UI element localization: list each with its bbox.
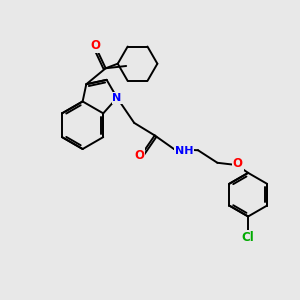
- Text: N: N: [112, 93, 122, 103]
- Text: O: O: [233, 157, 243, 169]
- Text: NH: NH: [175, 146, 194, 156]
- Text: O: O: [91, 39, 100, 52]
- Text: O: O: [134, 149, 144, 162]
- Text: Cl: Cl: [242, 231, 254, 244]
